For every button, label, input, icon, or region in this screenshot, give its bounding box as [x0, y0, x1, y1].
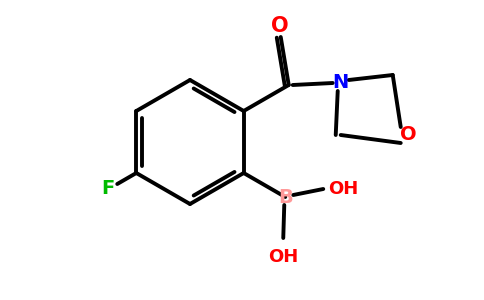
Text: OH: OH [268, 248, 299, 266]
Text: N: N [333, 74, 349, 92]
Text: O: O [400, 125, 417, 145]
Text: OH: OH [328, 180, 359, 198]
Text: O: O [271, 16, 288, 36]
Text: B: B [278, 188, 293, 206]
Text: F: F [102, 178, 115, 197]
